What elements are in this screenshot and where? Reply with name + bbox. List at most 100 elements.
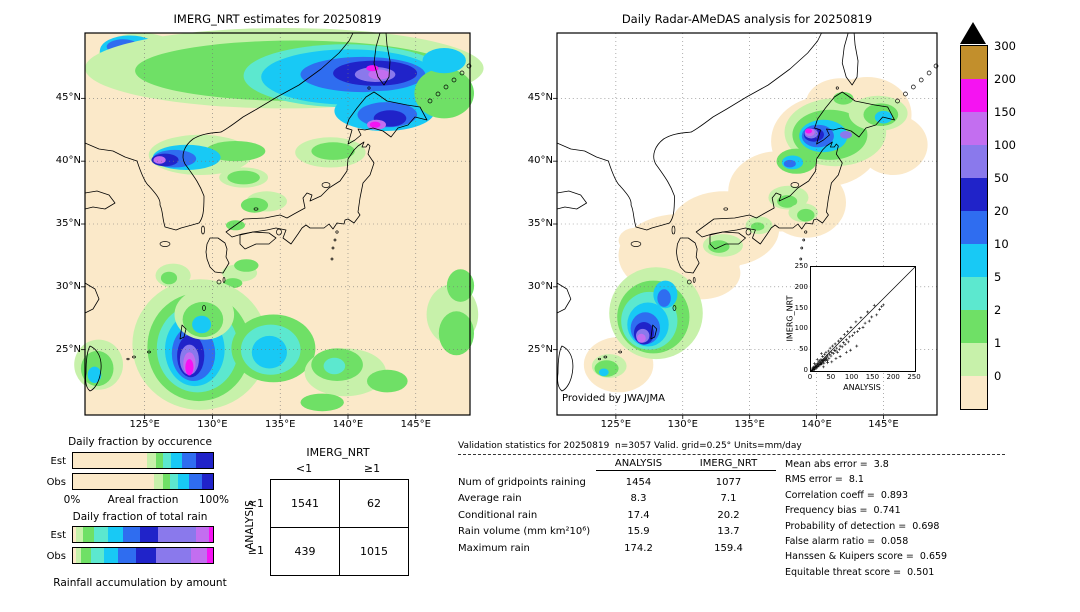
inset-x-tick-label: 0 <box>807 373 813 381</box>
score-value: 0.501 <box>907 566 935 578</box>
column-header-imerg: IMERG_NRT <box>699 458 758 469</box>
colorbar-segment <box>961 79 987 112</box>
bar-segment <box>208 527 213 542</box>
contingency-cell: 1015 <box>339 527 409 576</box>
score-line: Hanssen & Kuipers score = 0.659 <box>785 549 947 564</box>
bar-segment <box>207 548 213 563</box>
stat-value-imerg: 20.2 <box>717 509 740 521</box>
score-line: RMS error = 8.1 <box>785 472 947 487</box>
bar-segment <box>162 453 171 468</box>
lon-tick-label: 125°E <box>129 419 160 430</box>
colorbar-tick-label: 200 <box>994 72 1016 86</box>
inset-y-tick-label: 50 <box>799 345 808 354</box>
bar-segment <box>135 548 156 563</box>
row-label-obs: Obs <box>46 551 66 562</box>
score-label: Probability of detection = <box>785 520 907 532</box>
validation-statistics-block: Validation statistics for 20250819 n=305… <box>458 441 1010 554</box>
stat-value-imerg: 1077 <box>715 476 742 488</box>
colorbar-tick-label: 100 <box>994 138 1016 152</box>
score-value: 0.058 <box>881 536 909 548</box>
colorbar-tick-label: 0 <box>994 369 1002 383</box>
colorbar-tick-label: 300 <box>994 39 1016 53</box>
lat-tick-label: 45°N <box>527 92 553 104</box>
imerg-precipitation-map: 125°E 130°E 135°E 140°E 145°E 45°N 40°N 35°N 30°… <box>56 28 484 430</box>
left-map-title: IMERG_NRT estimates for 20250819 <box>173 12 382 26</box>
inset-x-tick-label: 50 <box>826 373 836 381</box>
bar-segment <box>169 474 178 489</box>
inset-x-tick-label: 250 <box>907 373 921 381</box>
lat-tick-label: 35°N <box>55 218 81 229</box>
inset-x-tick-label: 150 <box>865 373 880 381</box>
bar-segment <box>158 527 197 542</box>
total-rain-caption: Rainfall accumulation by amount <box>53 577 227 589</box>
lat-tick-label: 30°N <box>527 280 553 292</box>
colorbar-segment <box>961 244 987 277</box>
colorbar-tick-label: 2 <box>994 303 1002 317</box>
bar-segment <box>73 548 76 563</box>
colorbar-segment <box>961 145 987 178</box>
bar-segment <box>103 548 118 563</box>
x-max-label: 100% <box>198 494 230 506</box>
score-line: False alarm ratio = 0.058 <box>785 534 947 549</box>
contingency-cell: 439 <box>270 527 340 576</box>
table-row: Rain volume (mm km²10⁶) 15.9 13.7 <box>458 526 1010 537</box>
colorbar-tick-label: 5 <box>994 270 1002 284</box>
bar-segment <box>73 453 148 468</box>
bar-segment <box>75 527 83 542</box>
scatter-inset <box>810 266 916 372</box>
score-line: Mean abs error = 3.8 <box>785 457 947 472</box>
lat-tick-label: 25°N <box>55 343 81 355</box>
lon-tick-label: 140°E <box>332 419 364 430</box>
stat-label: Maximum rain <box>458 542 530 554</box>
colorbar-overflow-arrow <box>960 22 986 44</box>
colorbar-scale <box>960 45 988 410</box>
inset-x-tick-label: 200 <box>886 373 900 381</box>
divider <box>458 454 1005 455</box>
column-header-analysis: ANALYSIS <box>614 458 663 469</box>
lon-tick-label: 145°E <box>400 419 431 430</box>
bar-segment <box>147 453 156 468</box>
lat-tick-label: 40°N <box>55 155 81 167</box>
bar-segment <box>196 527 209 542</box>
inset-x-axis-label: ANALYSIS <box>843 383 881 392</box>
bar-segment <box>75 548 82 563</box>
row-label-obs: Obs <box>46 477 66 488</box>
lon-tick-label: 125°E <box>600 419 632 430</box>
lon-tick-label: 135°E <box>265 419 296 430</box>
bar-segment <box>201 474 213 489</box>
table-row: Conditional rain 17.4 20.2 <box>458 510 1010 521</box>
colorbar-segment <box>961 46 987 79</box>
data-credit: Provided by JWA/JMA <box>562 393 665 404</box>
radar-amedas-precipitation-map: Provided by JWA/JMA ANALYSIS IMERG_NRT 1… <box>528 32 939 430</box>
score-line: Probability of detection = 0.698 <box>785 519 947 534</box>
scatter-plot <box>811 267 915 371</box>
bar-segment <box>73 474 155 489</box>
stat-label: Rain volume (mm km²10⁶) <box>458 526 591 537</box>
lon-tick-label: 145°E <box>868 419 899 430</box>
colorbar-tick-label: 10 <box>994 237 1009 251</box>
validation-header-row: ANALYSIS IMERG_NRT <box>458 458 1010 471</box>
score-label: RMS error = <box>785 474 843 486</box>
bar-segment <box>155 548 191 563</box>
stat-label: Conditional rain <box>458 509 538 521</box>
score-line: Equitable threat score = 0.501 <box>785 565 947 580</box>
contingency-col-title: IMERG_NRT <box>306 446 370 459</box>
lat-tick-label: 25°N <box>527 343 553 355</box>
est-total-rain-bar <box>72 526 214 543</box>
inset-y-tick-label: 150 <box>794 303 808 312</box>
bar-segment <box>73 527 76 542</box>
colorbar-tick-label: 150 <box>994 105 1016 119</box>
inset-y-tick-label: 0 <box>803 366 808 374</box>
total-rain-panel-title: Daily fraction of total rain <box>72 511 208 523</box>
lon-tick-label: 140°E <box>801 419 832 430</box>
stat-label: Average rain <box>458 493 522 504</box>
bar-segment <box>123 527 141 542</box>
inset-y-tick-label: 250 <box>794 262 808 270</box>
bar-segment <box>140 527 159 542</box>
score-value: 0.698 <box>912 520 940 532</box>
lon-tick-label: 135°E <box>734 419 765 430</box>
score-value: 0.659 <box>919 551 948 563</box>
colorbar-segment <box>961 310 987 343</box>
contingency-cell: 62 <box>339 479 409 528</box>
